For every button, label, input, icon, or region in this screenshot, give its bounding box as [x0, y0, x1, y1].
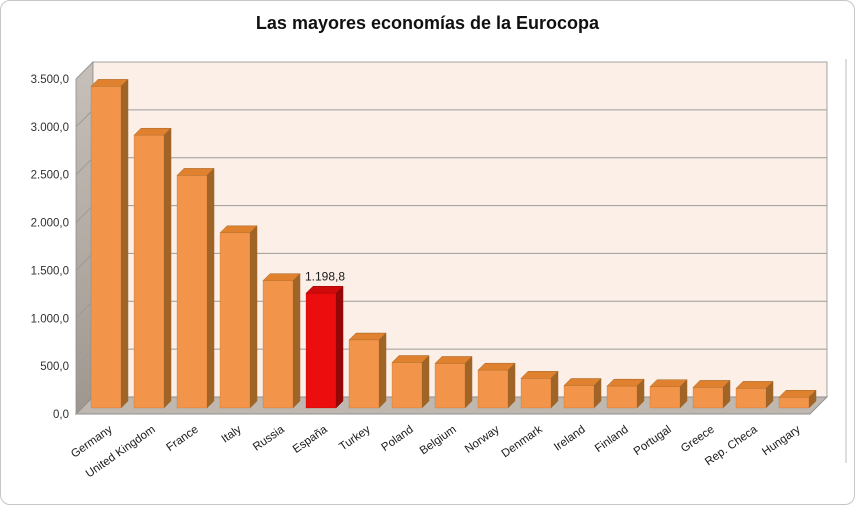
side-wall-gridline [75, 157, 94, 176]
x-axis-label-turkey: Turkey [337, 423, 373, 453]
bar-front-face[interactable] [305, 293, 337, 409]
x-axis-label-italy: Italy [220, 423, 244, 445]
bar-front-face[interactable] [692, 387, 724, 409]
bar-front-face[interactable] [262, 280, 294, 409]
bar-side-face[interactable] [292, 273, 301, 409]
chart-title: Las mayores economías de la Eurocopa [255, 13, 600, 33]
bar-rep-checa[interactable] [735, 380, 774, 409]
bar-side-face[interactable] [206, 167, 215, 409]
bar-norway[interactable] [477, 362, 516, 409]
bar-side-face[interactable] [464, 355, 473, 409]
bar-data-label: 1.198,8 [305, 269, 345, 283]
y-axis-tick-label: 2.000,0 [31, 218, 69, 230]
side-wall-gridline [75, 61, 94, 80]
bar-side-face[interactable] [421, 354, 430, 409]
x-axis-label-denmark: Denmark [500, 423, 545, 460]
bar-side-face[interactable] [335, 285, 344, 409]
side-wall [75, 61, 94, 415]
bar-front-face[interactable] [477, 369, 509, 409]
side-wall-gridline [75, 300, 94, 319]
bar-turkey[interactable] [348, 332, 387, 409]
bar-germany[interactable] [90, 78, 129, 409]
bar-front-face[interactable] [563, 385, 595, 409]
bar-front-face[interactable] [606, 385, 638, 409]
y-axis-tick-label: 0,0 [53, 409, 69, 421]
bar-front-face[interactable] [348, 339, 380, 409]
bar-hungary[interactable] [778, 389, 817, 409]
x-axis-label-hungary: Hungary [760, 423, 803, 458]
bar-front-face[interactable] [434, 363, 466, 409]
y-axis-tick-label: 3.000,0 [31, 122, 69, 134]
bar-side-face[interactable] [378, 332, 387, 409]
bar-side-face[interactable] [163, 127, 172, 409]
bar-espana[interactable] [305, 285, 344, 409]
y-axis-tick-label: 1.000,0 [31, 313, 69, 325]
bar-ireland[interactable] [563, 377, 602, 409]
x-axis-label-france: France [165, 424, 201, 454]
y-axis-tick-label: 500,0 [40, 361, 69, 373]
bar-finland[interactable] [606, 378, 645, 409]
bar-side-face[interactable] [120, 78, 129, 409]
bar-front-face[interactable] [735, 388, 767, 409]
bar-front-face[interactable] [219, 232, 251, 409]
x-axis-label-ireland: Ireland [552, 424, 588, 454]
bar-portugal[interactable] [649, 379, 688, 409]
x-axis-label-norway: Norway [463, 423, 502, 455]
y-axis-tick-label: 3.500,0 [31, 74, 69, 86]
bar-front-face[interactable] [520, 378, 552, 409]
side-wall-gridline [75, 348, 94, 367]
bar-front-face[interactable] [176, 175, 208, 409]
bar-side-face[interactable] [249, 225, 258, 409]
y-axis-tick-label: 2.500,0 [31, 170, 69, 182]
bar-side-face[interactable] [507, 362, 516, 409]
bar-poland[interactable] [391, 354, 430, 409]
bar-russia[interactable] [262, 273, 301, 409]
x-axis-label-belgium: Belgium [418, 424, 459, 458]
bar-front-face[interactable] [391, 362, 423, 409]
bar-italy[interactable] [219, 225, 258, 409]
bar-france[interactable] [176, 167, 215, 409]
side-wall-gridline [75, 253, 94, 271]
bar-greece[interactable] [692, 379, 731, 409]
bar-front-face[interactable] [649, 386, 681, 409]
x-axis-label-greece: Greece [679, 424, 717, 455]
x-axis-label-portugal: Portugal [632, 424, 674, 458]
x-axis-label-espana: España [291, 423, 330, 456]
bar-front-face[interactable] [778, 397, 810, 409]
x-axis-label-finland: Finland [593, 424, 631, 455]
bar-united-kingdom[interactable] [133, 127, 172, 409]
x-axis-label-poland: Poland [380, 424, 416, 454]
bar-belgium[interactable] [434, 355, 473, 409]
bar-front-face[interactable] [133, 134, 165, 409]
x-axis-label-russia: Russia [251, 423, 287, 453]
side-wall-gridline [75, 205, 94, 223]
back-wall [92, 61, 828, 398]
y-axis-tick-label: 1.500,0 [31, 265, 69, 277]
side-wall-gridline [75, 109, 94, 128]
bar-denmark[interactable] [520, 370, 559, 409]
bar-front-face[interactable] [90, 86, 122, 409]
